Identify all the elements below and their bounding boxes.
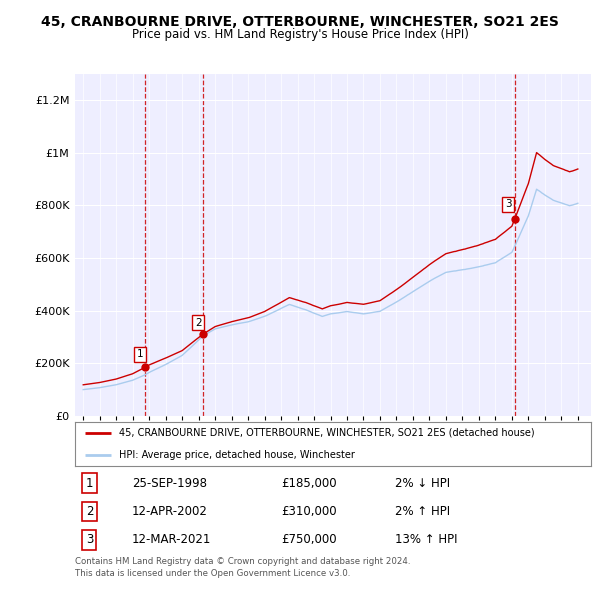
Text: 1: 1 [86,477,93,490]
Text: Price paid vs. HM Land Registry's House Price Index (HPI): Price paid vs. HM Land Registry's House … [131,28,469,41]
Text: 3: 3 [505,199,512,209]
Text: Contains HM Land Registry data © Crown copyright and database right 2024.
This d: Contains HM Land Registry data © Crown c… [75,557,410,578]
Text: 2% ↑ HPI: 2% ↑ HPI [395,505,450,518]
Text: 12-MAR-2021: 12-MAR-2021 [132,533,211,546]
Text: 12-APR-2002: 12-APR-2002 [132,505,208,518]
Text: £750,000: £750,000 [281,533,337,546]
Text: 2: 2 [195,318,202,328]
Text: 45, CRANBOURNE DRIVE, OTTERBOURNE, WINCHESTER, SO21 2ES (detached house): 45, CRANBOURNE DRIVE, OTTERBOURNE, WINCH… [119,428,535,438]
Text: 2: 2 [86,505,93,518]
Text: 1: 1 [136,349,143,359]
Text: HPI: Average price, detached house, Winchester: HPI: Average price, detached house, Winc… [119,450,355,460]
Text: 25-SEP-1998: 25-SEP-1998 [132,477,207,490]
Text: £185,000: £185,000 [281,477,337,490]
Text: 45, CRANBOURNE DRIVE, OTTERBOURNE, WINCHESTER, SO21 2ES: 45, CRANBOURNE DRIVE, OTTERBOURNE, WINCH… [41,15,559,30]
Text: 2% ↓ HPI: 2% ↓ HPI [395,477,450,490]
Text: 13% ↑ HPI: 13% ↑ HPI [395,533,457,546]
Text: £310,000: £310,000 [281,505,337,518]
Text: 3: 3 [86,533,93,546]
